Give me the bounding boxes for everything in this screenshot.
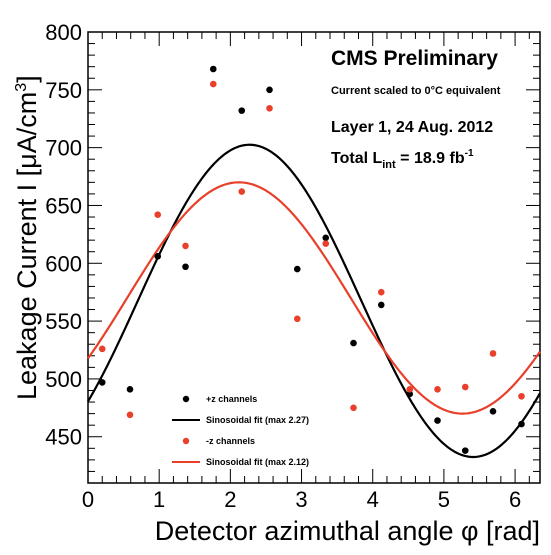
minus-z-data-point bbox=[182, 242, 189, 250]
plus-z-data-point bbox=[126, 386, 134, 393]
y-tick-label: 800 bbox=[45, 20, 82, 45]
minus-z-data-point bbox=[518, 392, 525, 400]
data-points bbox=[98, 65, 525, 454]
y-tick-label: 750 bbox=[45, 78, 82, 103]
minus-z-data-point bbox=[266, 105, 273, 112]
minus-z-data-point bbox=[322, 240, 330, 247]
y-tick-label: 500 bbox=[45, 367, 82, 392]
legend-marker-plus-z bbox=[182, 395, 190, 403]
luminosity-label: Total Lint = 18.9 fb-1 bbox=[331, 148, 474, 171]
minus-z-data-point bbox=[350, 404, 357, 412]
minus-z-data-point bbox=[434, 386, 441, 393]
plus-z-data-point bbox=[98, 379, 106, 386]
x-tick-label: 0 bbox=[82, 487, 94, 512]
plus-z-data-point bbox=[489, 408, 497, 415]
plus-z-fit-curve bbox=[87, 143, 541, 459]
plus-z-data-point bbox=[209, 65, 217, 73]
plus-z-data-point bbox=[238, 107, 246, 114]
layer-date-label: Layer 1, 24 Aug. 2012 bbox=[331, 119, 493, 136]
plot-frame bbox=[87, 31, 541, 484]
plus-z-data-point bbox=[293, 265, 301, 273]
plus-z-data-point bbox=[518, 420, 525, 428]
fit-curves bbox=[87, 143, 541, 459]
plus-z-data-point bbox=[182, 263, 189, 271]
x-tick-label: 2 bbox=[224, 487, 236, 512]
y-tick-label: 450 bbox=[45, 425, 82, 450]
chart-title: CMS Preliminary bbox=[331, 47, 498, 70]
legend-marker-minus-z bbox=[182, 437, 190, 445]
minus-z-data-point bbox=[126, 411, 134, 419]
y-tick-label: 700 bbox=[45, 136, 82, 161]
minus-z-data-point bbox=[377, 288, 385, 296]
x-tick-label: 3 bbox=[295, 487, 307, 512]
minus-z-data-point bbox=[293, 315, 301, 323]
x-axis-title: Detector azimuthal angle φ [rad] bbox=[155, 516, 540, 546]
y-axis-title: Leakage Current I [μA/cm3] bbox=[12, 75, 42, 400]
minus-z-data-point bbox=[98, 345, 106, 353]
minus-z-data-point bbox=[154, 211, 162, 219]
x-tick-label: 4 bbox=[367, 487, 379, 512]
legend-label-plus-z: +z channels bbox=[206, 394, 257, 404]
legend: +z channels Sinosoidal fit (max 2.27) -z… bbox=[172, 394, 309, 467]
minus-z-data-point bbox=[489, 350, 497, 357]
legend-label-minus-z: -z channels bbox=[206, 436, 255, 446]
legend-label-minus-z-fit: Sinosoidal fit (max 2.12) bbox=[206, 457, 309, 467]
plus-z-data-point bbox=[461, 447, 469, 454]
x-tick-label: 1 bbox=[153, 487, 165, 512]
y-tick-label: 550 bbox=[45, 309, 82, 334]
axis-ticks: 0 1 2 3 4 5 6 450 500 550 600 650 700 750 800 bbox=[45, 20, 540, 512]
y-tick-label: 600 bbox=[45, 251, 82, 276]
legend-label-plus-z-fit: Sinosoidal fit (max 2.27) bbox=[206, 415, 309, 425]
minus-z-data-point bbox=[461, 383, 469, 391]
plus-z-data-point bbox=[350, 339, 357, 347]
x-tick-label: 5 bbox=[438, 487, 450, 512]
plus-z-data-point bbox=[406, 390, 414, 398]
plus-z-data-point bbox=[154, 253, 162, 260]
chart-subtitle: Current scaled to 0°C equivalent bbox=[331, 85, 501, 97]
y-tick-label: 650 bbox=[45, 193, 82, 218]
x-tick-label: 6 bbox=[509, 487, 521, 512]
minus-z-data-point bbox=[406, 386, 414, 393]
plus-z-data-point bbox=[434, 417, 441, 424]
plus-z-data-point bbox=[377, 301, 385, 309]
plus-z-data-point bbox=[266, 86, 273, 94]
minus-z-fit-curve bbox=[87, 181, 541, 415]
plus-z-data-point bbox=[322, 234, 330, 242]
minus-z-data-point bbox=[238, 188, 246, 195]
minus-z-data-point bbox=[209, 80, 217, 88]
